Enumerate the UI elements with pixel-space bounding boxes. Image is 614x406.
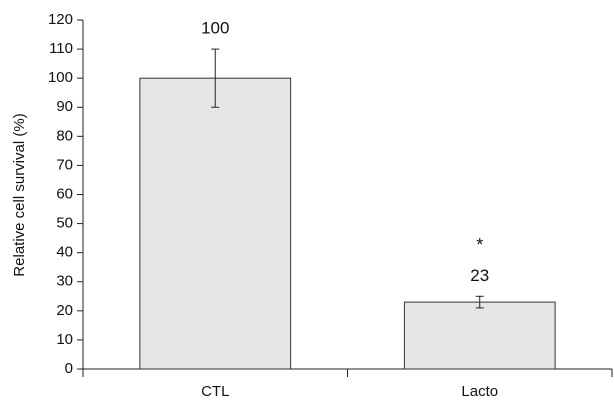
x-tick-label: Lacto	[461, 383, 498, 400]
y-tick-label: 70	[56, 156, 73, 173]
data-label: 23	[470, 266, 489, 285]
y-axis-label: Relative cell survival (%)	[11, 113, 28, 276]
bar	[403, 301, 556, 370]
y-tick-label: 50	[56, 215, 73, 232]
y-tick-label: 120	[48, 11, 73, 28]
y-tick-label: 0	[65, 360, 73, 377]
y-tick-label: 30	[56, 273, 73, 290]
annotation: *	[476, 235, 483, 255]
y-tick-label: 80	[56, 127, 73, 144]
data-label: 100	[201, 19, 229, 38]
y-tick-label: 100	[48, 69, 73, 86]
y-tick-label: 60	[56, 185, 73, 202]
y-tick-label: 90	[56, 98, 73, 115]
y-tick-label: 110	[49, 40, 73, 57]
bar	[139, 77, 292, 370]
y-tick-label: 10	[56, 331, 73, 348]
y-tick-label: 40	[56, 244, 73, 261]
y-tick-label: 20	[56, 302, 73, 319]
x-tick-label: CTL	[201, 383, 229, 400]
